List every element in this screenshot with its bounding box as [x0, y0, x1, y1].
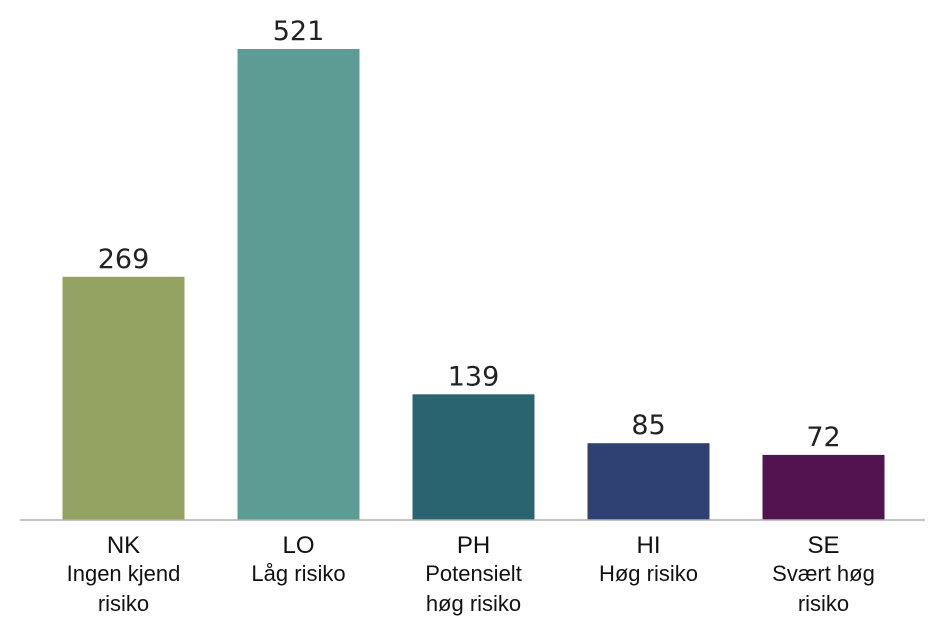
category-label-ph: PH — [457, 532, 490, 559]
value-label-se: 72 — [806, 422, 840, 453]
category-description-nk-1: Ingen kjend — [67, 561, 181, 586]
value-label-hi: 85 — [631, 410, 665, 441]
category-description-ph-1: Potensielt — [425, 561, 522, 586]
category-description-nk-2: risiko — [98, 591, 149, 616]
value-label-ph: 139 — [448, 361, 500, 392]
category-label-lo: LO — [282, 532, 314, 559]
value-label-lo: 521 — [273, 16, 325, 47]
category-description-se-2: risiko — [798, 591, 849, 616]
category-description-lo-1: Låg risiko — [251, 561, 345, 586]
bar-hi — [587, 443, 710, 520]
category-label-hi: HI — [637, 532, 661, 559]
category-description-hi-1: Høg risiko — [599, 561, 698, 586]
bar-se — [762, 454, 885, 520]
bar-ph — [412, 394, 535, 520]
category-description-se-1: Svært høg — [772, 561, 875, 586]
value-label-nk: 269 — [98, 244, 150, 275]
bar-lo — [237, 49, 360, 520]
category-description-ph-2: høg risiko — [426, 591, 521, 616]
category-label-nk: NK — [107, 532, 140, 559]
category-label-se: SE — [807, 532, 839, 559]
bar-nk — [62, 276, 185, 520]
